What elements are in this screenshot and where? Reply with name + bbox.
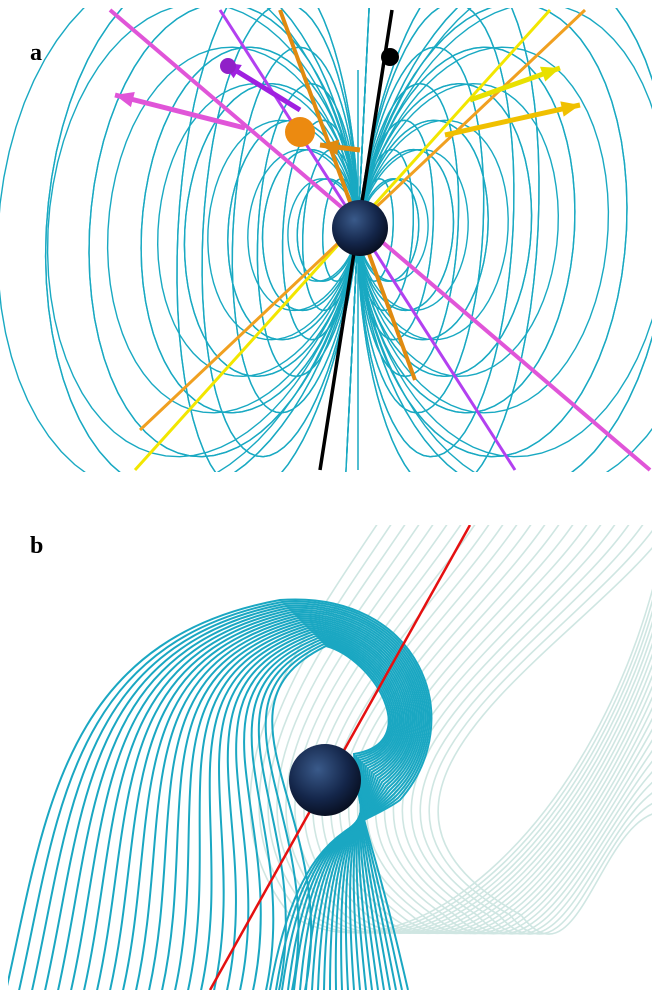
panel-a — [0, 0, 652, 493]
field-line-faint — [411, 520, 652, 934]
field-line — [358, 3, 627, 456]
panel-label: b — [30, 533, 43, 559]
panel-b — [5, 520, 652, 990]
earth — [289, 744, 361, 816]
ray — [280, 10, 415, 380]
marker — [381, 48, 399, 66]
figure: a b — [0, 0, 652, 990]
marker — [220, 58, 236, 74]
arrow-head — [540, 67, 560, 82]
field-line-faint — [438, 520, 652, 934]
field-line — [358, 3, 627, 456]
marker — [285, 117, 315, 147]
earth — [332, 200, 388, 256]
panel-label: a — [30, 40, 42, 66]
